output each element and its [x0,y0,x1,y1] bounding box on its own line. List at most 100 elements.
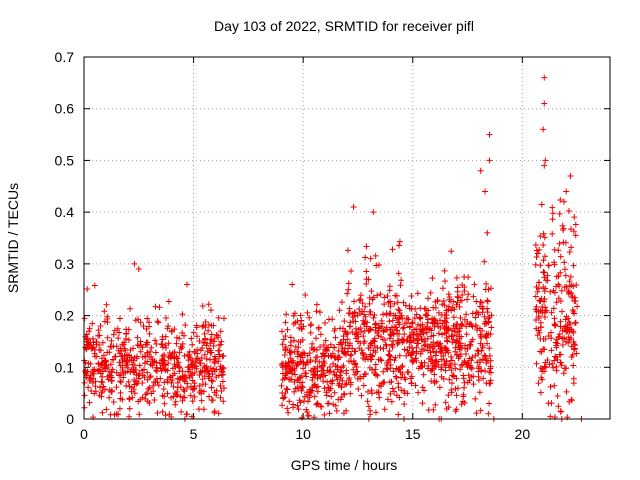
data-point [282,319,289,326]
data-point [178,408,185,415]
data-point [552,322,559,329]
data-point [279,390,286,397]
data-point [86,342,93,349]
data-point [416,314,423,321]
data-point [467,341,474,348]
data-point [425,307,432,314]
data-point [373,389,380,396]
data-point [427,341,434,348]
data-point [453,375,460,382]
data-point [147,373,154,380]
data-point [170,383,177,390]
data-point [89,335,96,342]
data-point [454,293,461,300]
data-point [215,410,222,417]
data-point [118,379,125,386]
data-point [539,376,546,383]
data-point [156,304,163,311]
data-point [306,386,313,393]
data-point [198,369,205,376]
data-point [179,368,186,375]
data-point [165,360,172,367]
data-point [384,366,391,373]
data-point [337,374,344,381]
data-point [95,367,102,374]
data-point [470,381,477,388]
data-point [86,328,93,335]
data-point [130,345,137,352]
data-point [126,405,133,412]
data-point [286,398,293,405]
data-point [566,328,573,335]
data-point [444,347,451,354]
y-tick-label: 0 [66,411,74,427]
data-point [182,372,189,379]
data-point [108,388,115,395]
data-point [375,322,382,329]
data-point [162,342,169,349]
data-point [307,329,314,336]
data-point [186,348,193,355]
chart-title: Day 103 of 2022, SRMTID for receiver pif… [214,18,474,34]
data-point [176,364,183,371]
data-point [554,356,561,363]
data-point [311,346,318,353]
data-point [347,379,354,386]
data-point [366,364,373,371]
data-point [124,358,131,365]
data-point [191,393,198,400]
data-point [336,307,343,314]
data-point [548,309,555,316]
data-point [572,221,579,228]
data-point [104,373,111,380]
data-point [337,396,344,403]
data-point [346,375,353,382]
data-point [179,311,186,318]
data-point [287,334,294,341]
data-point [541,288,548,295]
data-point [327,352,334,359]
data-point [220,352,227,359]
data-point [338,394,345,401]
data-point [142,353,149,360]
data-point [118,348,125,355]
data-point [158,340,165,347]
data-point [432,304,439,311]
data-point [387,361,394,368]
data-point [341,318,348,325]
data-point [120,374,127,381]
data-point [292,343,299,350]
data-point [90,344,97,351]
data-point [342,381,349,388]
data-point [153,375,160,382]
data-point [97,347,104,354]
data-point [535,315,542,322]
data-point [368,288,375,295]
data-point [325,344,332,351]
data-point [532,261,539,268]
data-point [104,319,111,326]
data-point [563,188,570,195]
data-point [392,312,399,319]
data-point [208,384,215,391]
data-point [534,288,541,295]
data-point [348,358,355,365]
data-point [371,335,378,342]
data-point [164,390,171,397]
data-point [376,394,383,401]
data-point [289,365,296,372]
data-point [327,385,334,392]
data-point [136,375,143,382]
data-point [142,391,149,398]
data-point [560,198,567,205]
data-point [464,296,471,303]
data-point [535,285,542,292]
data-point [549,210,556,217]
data-point [97,384,104,391]
data-point [456,335,463,342]
data-point [427,289,434,296]
data-point [347,352,354,359]
data-point [139,367,146,374]
data-point [380,368,387,375]
data-point [566,249,573,256]
